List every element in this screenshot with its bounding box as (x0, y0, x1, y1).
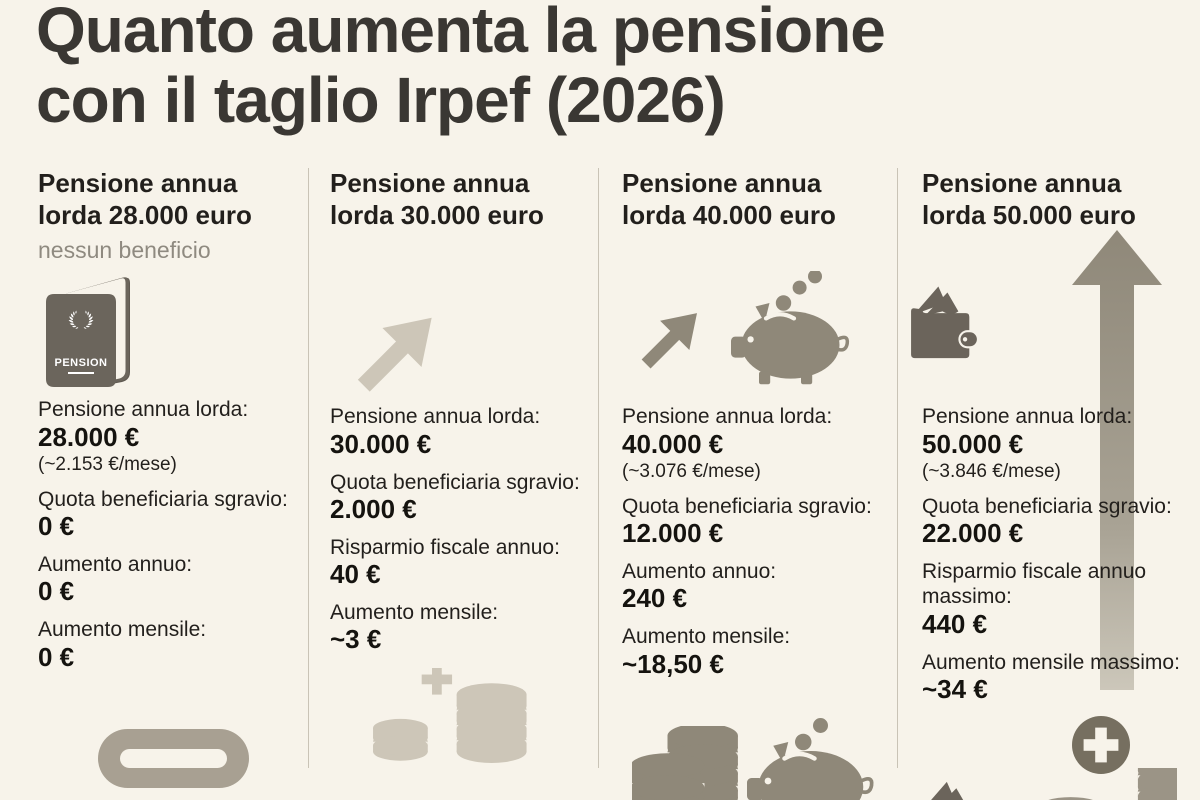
svg-text:PENSION: PENSION (54, 357, 107, 369)
